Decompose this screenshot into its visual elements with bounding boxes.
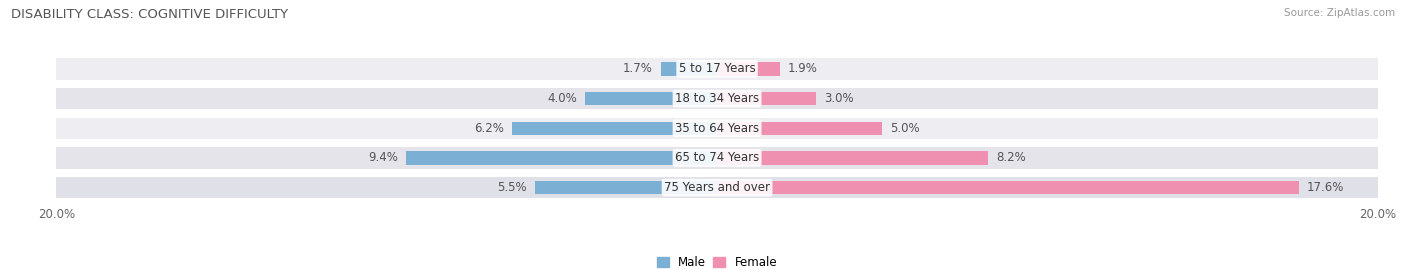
Bar bbox=[406, 151, 717, 165]
Bar bbox=[56, 88, 1378, 109]
Text: Source: ZipAtlas.com: Source: ZipAtlas.com bbox=[1284, 8, 1395, 18]
Bar bbox=[56, 147, 1378, 169]
Text: 1.9%: 1.9% bbox=[789, 62, 818, 75]
Bar bbox=[536, 181, 717, 194]
Text: 35 to 64 Years: 35 to 64 Years bbox=[675, 122, 759, 135]
Bar bbox=[717, 122, 883, 135]
Bar bbox=[717, 151, 988, 165]
Bar bbox=[585, 92, 717, 105]
Text: 1.7%: 1.7% bbox=[623, 62, 652, 75]
Text: 8.2%: 8.2% bbox=[997, 151, 1026, 164]
Bar bbox=[717, 62, 780, 76]
Text: 65 to 74 Years: 65 to 74 Years bbox=[675, 151, 759, 164]
Legend: Male, Female: Male, Female bbox=[652, 251, 782, 270]
Text: 9.4%: 9.4% bbox=[368, 151, 398, 164]
Text: 75 Years and over: 75 Years and over bbox=[664, 181, 770, 194]
Text: 3.0%: 3.0% bbox=[824, 92, 853, 105]
Text: 17.6%: 17.6% bbox=[1306, 181, 1344, 194]
Bar bbox=[717, 92, 815, 105]
Text: 6.2%: 6.2% bbox=[474, 122, 503, 135]
Bar bbox=[56, 177, 1378, 198]
Bar bbox=[661, 62, 717, 76]
Text: DISABILITY CLASS: COGNITIVE DIFFICULTY: DISABILITY CLASS: COGNITIVE DIFFICULTY bbox=[11, 8, 288, 21]
Text: 18 to 34 Years: 18 to 34 Years bbox=[675, 92, 759, 105]
Text: 5.5%: 5.5% bbox=[498, 181, 527, 194]
Bar bbox=[717, 181, 1299, 194]
Bar bbox=[56, 58, 1378, 80]
Bar bbox=[512, 122, 717, 135]
Text: 5 to 17 Years: 5 to 17 Years bbox=[679, 62, 755, 75]
Text: 4.0%: 4.0% bbox=[547, 92, 576, 105]
Text: 5.0%: 5.0% bbox=[890, 122, 920, 135]
Bar bbox=[56, 117, 1378, 139]
